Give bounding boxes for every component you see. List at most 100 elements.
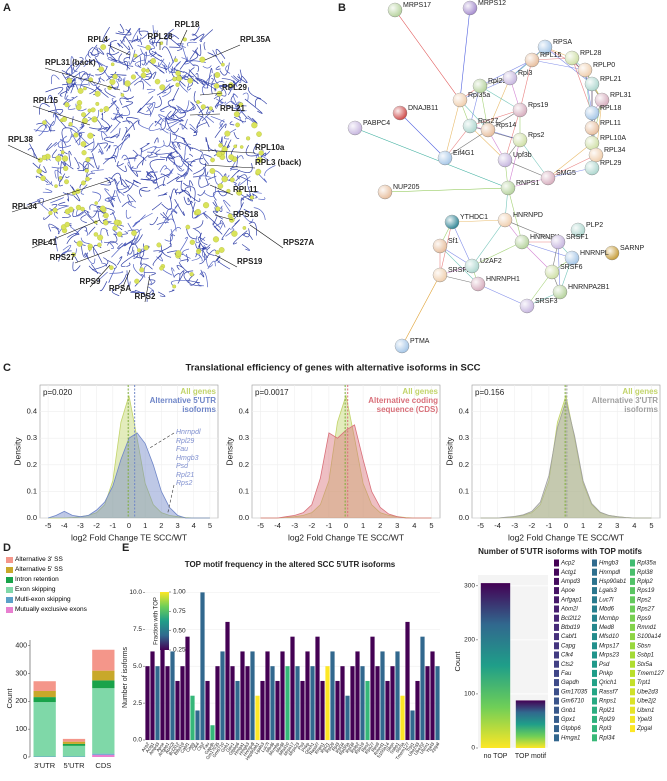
- rrna-strand: [142, 156, 145, 166]
- rrna-strand: [170, 117, 184, 122]
- protein-atom: [150, 58, 156, 64]
- protein-atom: [77, 88, 84, 94]
- rrna-strand: [140, 189, 151, 192]
- legend-swatch: [554, 734, 559, 742]
- rrna-strand: [154, 184, 166, 190]
- x-tick-label: 1: [143, 521, 147, 530]
- rrna-strand: [149, 279, 156, 286]
- rrna-strand: [88, 265, 101, 274]
- x-tick-label: 5: [208, 521, 212, 530]
- legend-swatch: [554, 697, 559, 705]
- legend-swatch: [592, 559, 597, 567]
- node-label: RPL10A: [600, 135, 626, 142]
- rrna-strand: [66, 234, 80, 245]
- protein-atom: [80, 141, 87, 147]
- rrna-strand: [47, 94, 57, 112]
- bar-segment: [92, 670, 115, 681]
- rrna-strand: [66, 95, 73, 101]
- rrna-strand: [108, 241, 114, 249]
- protein-atom: [221, 62, 225, 67]
- bar: [290, 636, 295, 740]
- rrna-strand: [165, 208, 178, 215]
- rrna-strand: [102, 157, 116, 165]
- rrna-strand: [215, 89, 224, 96]
- y-tick-label: 0: [471, 745, 475, 752]
- bar-segment: [33, 702, 56, 757]
- rrna-strand: [122, 120, 135, 131]
- protein-atom: [85, 157, 91, 163]
- density-fill: [260, 395, 432, 518]
- legend-label: Rpl38: [637, 570, 653, 576]
- protein-atom: [81, 180, 86, 186]
- rrna-strand: [119, 39, 131, 51]
- bar: [205, 680, 210, 740]
- x-axis-label: log2 Fold Change TE SCC/WT: [288, 532, 404, 542]
- legend-swatch: [554, 577, 559, 585]
- rrna-strand: [129, 35, 138, 42]
- protein-atom: [81, 112, 87, 118]
- rrna-strand: [48, 223, 60, 232]
- rrna-strand: [146, 171, 158, 178]
- rrna-strand: [146, 88, 156, 94]
- legend-swatch: [592, 633, 597, 641]
- protein-atom: [215, 250, 220, 255]
- rrna-strand: [86, 209, 98, 218]
- rrna-strand: [233, 116, 246, 123]
- protein-atom: [236, 189, 243, 196]
- rrna-strand: [233, 132, 240, 140]
- x-tick-label: Fau: [202, 741, 211, 751]
- legend-swatch: [592, 706, 597, 714]
- protein-atom: [221, 146, 228, 153]
- legend-label: Rplp2: [637, 579, 653, 585]
- legend-swatch: [554, 642, 559, 650]
- rrna-strand: [54, 135, 67, 147]
- legend-label: Mcmbp: [599, 616, 619, 622]
- y-axis-label: Number of isoforms: [122, 646, 129, 708]
- y-tick-label: 400: [15, 642, 27, 649]
- legend-label: Rassf7: [599, 689, 618, 695]
- rrna-strand: [108, 268, 116, 283]
- rrna-strand: [70, 226, 80, 235]
- legend-swatch: [630, 642, 635, 650]
- leader-line: [204, 44, 241, 61]
- rrna-strand: [91, 44, 100, 56]
- y-tick-label: 0.1: [459, 486, 469, 495]
- rrna-strand: [190, 147, 203, 153]
- protein-atom: [76, 100, 83, 106]
- y-tick-label: 100: [464, 691, 475, 698]
- rrna-strand: [160, 173, 170, 178]
- rrna-strand: [107, 177, 114, 184]
- bar: [365, 680, 370, 740]
- rrna-strand: [75, 56, 84, 68]
- rrna-strand: [154, 117, 162, 127]
- protein-label: RPL31 (back): [45, 58, 96, 67]
- rrna-strand: [36, 198, 44, 205]
- rrna-strand: [117, 238, 136, 249]
- rrna-strand: [166, 128, 178, 141]
- y-tick-label: 0.2: [459, 460, 469, 469]
- rrna-strand: [218, 123, 224, 129]
- bar: [395, 651, 400, 740]
- y-tick-label: 0.0: [133, 737, 142, 744]
- legend-swatch: [592, 725, 597, 733]
- rrna-strand: [224, 101, 238, 114]
- rrna-strand: [180, 181, 187, 192]
- x-tick-label: -4: [274, 521, 281, 530]
- legend-entry: Alternative coding sequence (CDS): [368, 396, 438, 414]
- bar: [350, 666, 355, 740]
- legend-label: Bcl2l12: [561, 616, 581, 622]
- leader-line: [89, 264, 111, 288]
- legend-label: Gm17035: [561, 689, 588, 695]
- rrna-strand: [104, 233, 118, 244]
- chart-title: TOP motif frequency in the altered SCC 5…: [185, 560, 396, 569]
- legend-entry: All genes: [180, 387, 216, 396]
- node-shine: [463, 119, 477, 133]
- protein-atom: [246, 136, 251, 141]
- bar: [200, 592, 205, 740]
- x-tick-label: 4: [412, 521, 416, 530]
- legend-label: Mrps17: [599, 643, 620, 649]
- legend-label: Exon skipping: [15, 586, 56, 593]
- x-tick-label: -5: [477, 521, 484, 530]
- legend-swatch: [554, 568, 559, 576]
- colorbar-tick-label: 0.50: [173, 627, 186, 634]
